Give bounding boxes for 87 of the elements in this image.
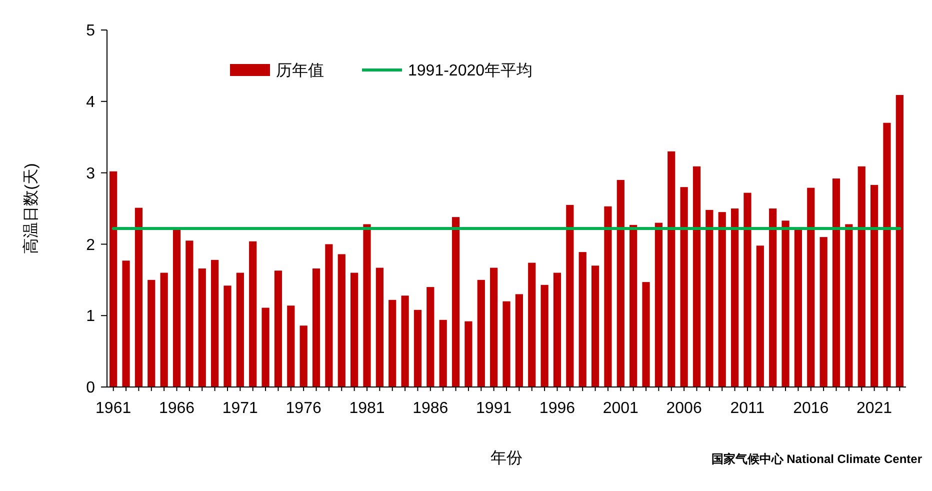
bar: [896, 94, 904, 387]
bar: [883, 122, 891, 387]
bar: [414, 310, 422, 387]
x-tick-label: 1966: [158, 400, 195, 417]
bar: [870, 184, 878, 387]
bar: [744, 192, 752, 387]
bar: [172, 230, 181, 387]
bar: [236, 272, 244, 387]
bar: [186, 240, 194, 387]
y-tick-label: 3: [86, 165, 96, 182]
bar: [553, 272, 562, 387]
bar: [630, 224, 638, 387]
y-tick-label: 0: [86, 380, 96, 397]
x-axis-title: 年份: [490, 450, 522, 467]
bar: [262, 308, 270, 387]
x-tick-label: 2001: [602, 400, 639, 417]
bar: [680, 187, 688, 387]
bar: [363, 224, 371, 387]
legend-label: 历年值: [276, 62, 324, 80]
bar: [502, 301, 510, 387]
bar: [477, 280, 485, 387]
bar: [692, 166, 701, 387]
bar: [820, 237, 828, 387]
x-tick-label: 1986: [412, 400, 448, 417]
bar: [654, 222, 662, 387]
bar: [325, 244, 333, 387]
bar: [350, 272, 358, 387]
y-tick-label: 1: [86, 308, 96, 326]
bar: [578, 252, 586, 387]
bar: [376, 268, 384, 387]
x-tick-label: 1971: [222, 400, 258, 417]
legend-label: 1991-2020年平均: [408, 62, 533, 80]
bar: [122, 260, 130, 387]
x-tick-label: 2006: [666, 400, 702, 417]
bar: [616, 180, 624, 387]
bar: [756, 246, 764, 387]
bar: [148, 280, 156, 387]
bar: [401, 296, 409, 387]
bar: [718, 212, 726, 387]
x-tick-label: 2021: [856, 400, 892, 417]
bar: [832, 178, 840, 387]
x-tick-label: 1996: [539, 400, 576, 417]
bar: [566, 204, 574, 387]
bar: [668, 151, 676, 387]
y-axis-title: 高温日数(天): [22, 163, 40, 254]
bar: [464, 321, 472, 387]
bar: [224, 286, 232, 387]
bar: [287, 306, 295, 387]
bar: [312, 268, 320, 387]
text: 国家气候中心 National Climate Center: [711, 452, 922, 466]
bar: [807, 188, 815, 387]
bar: [845, 224, 853, 387]
bar: [490, 268, 498, 387]
x-tick-label: 2011: [730, 400, 765, 417]
x-tick-label: 1961: [96, 400, 132, 417]
x-tick-label: 1976: [286, 400, 322, 417]
bar: [274, 270, 282, 387]
bar: [540, 284, 548, 387]
bar: [210, 260, 219, 387]
bar: [769, 208, 777, 387]
bar: [515, 294, 523, 387]
bar: [642, 282, 650, 387]
bar: [426, 287, 434, 387]
bar: [706, 210, 714, 387]
bar: [794, 230, 802, 387]
bar: [160, 272, 168, 387]
x-tick-label: 1991: [476, 400, 512, 417]
bar: [338, 254, 346, 387]
bar: [388, 300, 396, 387]
bar: [439, 320, 447, 387]
x-tick-label: 1981: [349, 400, 385, 417]
bar: [782, 220, 790, 387]
bar: [604, 206, 612, 387]
bar: [134, 208, 143, 387]
bar: [452, 217, 460, 387]
y-tick-label: 4: [86, 94, 96, 111]
bar: [858, 166, 866, 387]
bar: [300, 326, 308, 387]
y-tick-label: 2: [86, 236, 96, 254]
bar: [730, 208, 739, 387]
bar: [198, 268, 206, 387]
y-tick-label: 5: [86, 22, 96, 40]
bar: [110, 171, 118, 387]
bar: [591, 266, 600, 387]
bar: [249, 241, 257, 387]
x-tick-label: 2016: [793, 400, 829, 417]
bar: [528, 262, 536, 387]
